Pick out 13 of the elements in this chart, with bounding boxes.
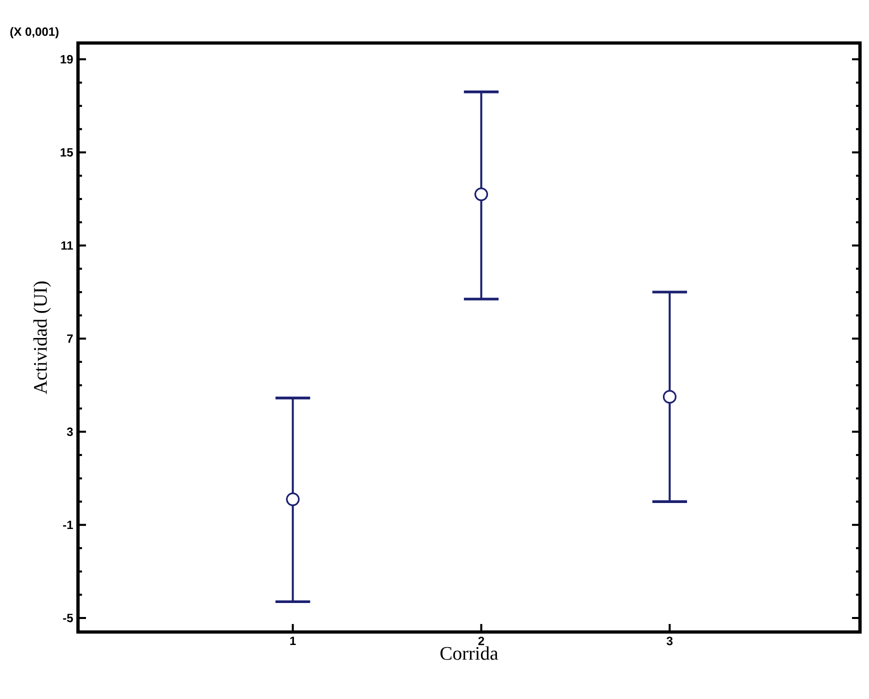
y-tick-label: -1	[63, 520, 73, 530]
y-tick-label: -5	[63, 614, 73, 622]
y-tick-label: 15	[60, 148, 73, 157]
x-tick-label: 1	[290, 636, 296, 645]
y-tick-label: 7	[67, 334, 73, 343]
y-tick-label: 11	[61, 241, 73, 250]
x-tick-label: 3	[666, 636, 673, 646]
x-tick-label: 2	[478, 636, 484, 646]
y-tick-label: 3	[66, 428, 73, 436]
y-axis-title: Actividad (UI)	[33, 282, 51, 394]
text: (X 0,001)	[10, 27, 58, 38]
y-tick-label: 19	[60, 55, 73, 64]
x-axis-title: Corrida	[440, 646, 498, 660]
